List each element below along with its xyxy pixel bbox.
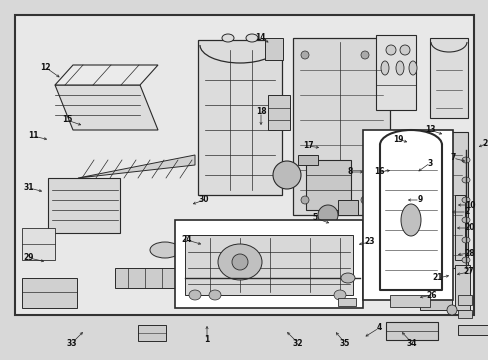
Polygon shape (429, 38, 467, 118)
Ellipse shape (333, 290, 346, 300)
Ellipse shape (208, 290, 221, 300)
Text: 23: 23 (364, 238, 374, 247)
Text: 13: 13 (424, 126, 434, 135)
Bar (22, 278, 77, 308)
Ellipse shape (461, 257, 469, 263)
Polygon shape (22, 228, 55, 260)
Ellipse shape (461, 197, 469, 203)
Bar (389, 295, 429, 307)
Ellipse shape (150, 242, 180, 258)
Text: 30: 30 (198, 195, 209, 204)
Text: 21: 21 (432, 274, 442, 283)
Bar (138, 325, 165, 341)
Ellipse shape (395, 61, 403, 75)
Ellipse shape (272, 161, 301, 189)
Text: 19: 19 (392, 135, 403, 144)
Bar (305, 160, 350, 210)
Text: 35: 35 (339, 338, 349, 347)
Ellipse shape (399, 45, 409, 55)
Text: 4: 4 (376, 324, 381, 333)
Ellipse shape (302, 258, 337, 282)
Text: 2: 2 (464, 207, 468, 216)
Bar (115, 268, 175, 288)
Bar (337, 298, 355, 306)
Text: 9: 9 (417, 195, 422, 204)
Text: 18: 18 (255, 108, 266, 117)
Ellipse shape (189, 290, 201, 300)
Bar (337, 200, 357, 215)
Bar (457, 310, 471, 318)
Text: 32: 32 (292, 338, 303, 347)
Polygon shape (198, 40, 282, 195)
Bar (375, 35, 415, 110)
Bar (457, 325, 487, 335)
Bar (48, 178, 120, 233)
Ellipse shape (340, 273, 354, 283)
Ellipse shape (231, 254, 247, 270)
Ellipse shape (222, 34, 234, 42)
Polygon shape (78, 155, 195, 178)
Bar (457, 295, 471, 305)
Ellipse shape (400, 204, 420, 236)
Text: 28: 28 (464, 248, 474, 257)
Text: 8: 8 (346, 167, 352, 176)
Text: 5: 5 (312, 213, 317, 222)
Polygon shape (292, 38, 389, 215)
Bar (15, 15, 473, 315)
Text: 26: 26 (426, 291, 436, 300)
Ellipse shape (461, 217, 469, 223)
Text: 7: 7 (449, 153, 455, 162)
Text: 31: 31 (24, 184, 34, 193)
Ellipse shape (461, 237, 469, 243)
Bar (264, 38, 283, 60)
Text: 3: 3 (427, 158, 432, 167)
Polygon shape (417, 132, 467, 268)
Ellipse shape (218, 244, 262, 280)
Polygon shape (55, 65, 158, 85)
Text: 29: 29 (24, 253, 34, 262)
Text: 10: 10 (464, 201, 474, 210)
Text: 11: 11 (28, 131, 38, 140)
Ellipse shape (301, 196, 308, 204)
Ellipse shape (331, 242, 347, 254)
Ellipse shape (380, 61, 388, 75)
Text: 14: 14 (254, 32, 264, 41)
Text: 15: 15 (61, 116, 72, 125)
Ellipse shape (461, 177, 469, 183)
Bar (267, 95, 289, 130)
Text: 16: 16 (373, 167, 384, 176)
Bar (454, 265, 469, 310)
Ellipse shape (446, 305, 456, 315)
Text: 34: 34 (406, 338, 416, 347)
Polygon shape (55, 85, 158, 130)
Bar (419, 268, 451, 310)
Text: 22: 22 (482, 139, 488, 148)
Ellipse shape (317, 205, 337, 225)
Bar (175, 220, 362, 308)
Text: 1: 1 (204, 336, 209, 345)
Ellipse shape (385, 45, 395, 55)
Text: 27: 27 (463, 267, 473, 276)
Ellipse shape (408, 61, 416, 75)
Bar (362, 130, 452, 300)
Bar (184, 235, 352, 295)
Ellipse shape (461, 157, 469, 163)
Ellipse shape (360, 51, 368, 59)
Text: 24: 24 (182, 235, 192, 244)
Text: 12: 12 (40, 63, 50, 72)
Bar (385, 322, 437, 340)
Bar (454, 195, 464, 260)
Ellipse shape (245, 34, 258, 42)
Text: 17: 17 (302, 141, 313, 150)
Text: 33: 33 (67, 338, 77, 347)
Ellipse shape (301, 51, 308, 59)
Text: 20: 20 (464, 224, 474, 233)
Polygon shape (297, 155, 317, 165)
Ellipse shape (360, 196, 368, 204)
